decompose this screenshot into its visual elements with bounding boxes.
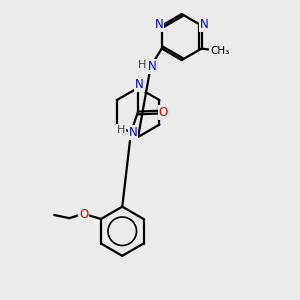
Text: H: H xyxy=(117,125,125,135)
Text: O: O xyxy=(159,106,168,119)
Text: N: N xyxy=(148,60,157,73)
Text: H: H xyxy=(138,60,146,70)
Text: N: N xyxy=(154,18,164,31)
Text: N: N xyxy=(129,126,137,139)
Text: N: N xyxy=(135,78,144,91)
Text: O: O xyxy=(79,208,88,221)
Text: N: N xyxy=(200,18,209,31)
Text: CH₃: CH₃ xyxy=(210,46,230,56)
